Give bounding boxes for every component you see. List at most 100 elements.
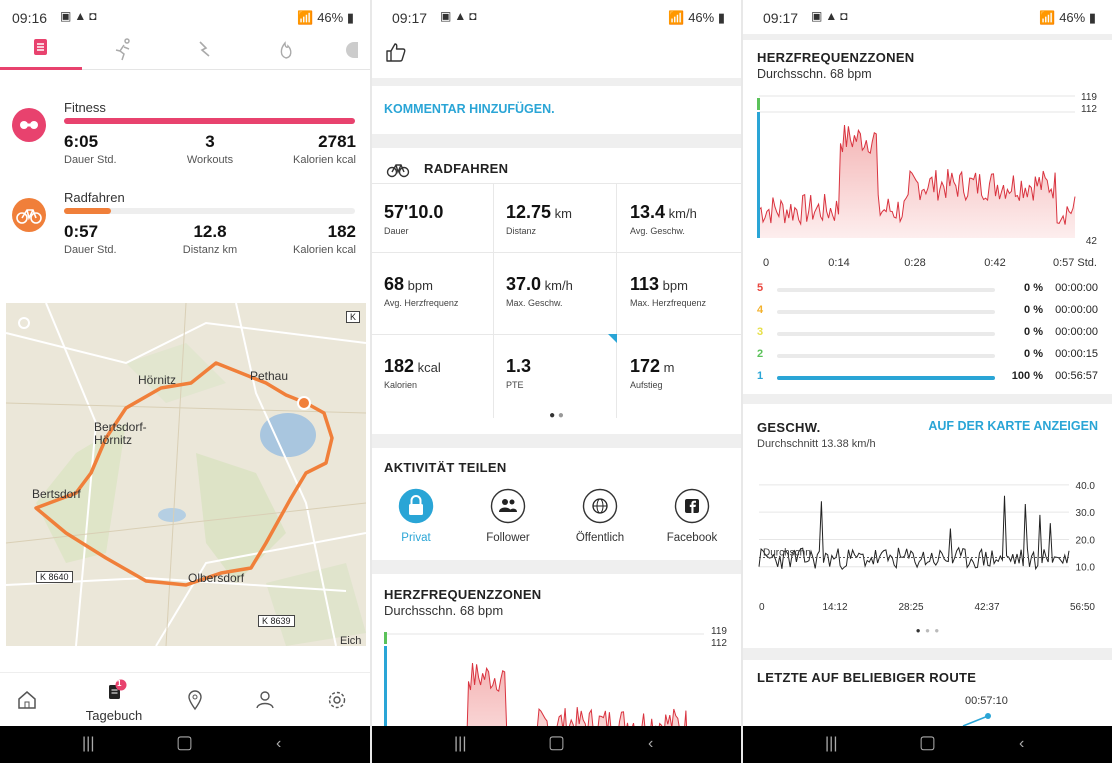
hr-axis-second: 112 (711, 638, 727, 649)
diary-icon (0, 39, 82, 70)
map-road-k8639: K 8639 (258, 615, 295, 627)
home-button[interactable]: ▢ (548, 732, 566, 752)
zone-percent: 0 % (1024, 326, 1043, 338)
fitness-summary[interactable]: Fitness 6:05 Dauer Std. 3 Workouts 2781 … (0, 96, 370, 176)
speed-y-tick: 40.0 (1076, 481, 1096, 492)
map-canvas (6, 303, 366, 646)
speed-x-tick: 0 (759, 602, 765, 613)
back-button[interactable]: ‹ (648, 735, 654, 752)
share-option-ffentlich[interactable]: Öffentlich (564, 488, 636, 544)
zone-indicator-bar (757, 112, 760, 238)
tab-calories[interactable] (246, 34, 328, 70)
metric-label: Max. Herzfrequenz (630, 298, 707, 308)
show-on-map-link[interactable]: AUF DER KARTE ANZEIGEN (928, 419, 1098, 433)
zone-time: 00:00:00 (1055, 326, 1098, 338)
metric-cell: 182 kcal Kalorien (384, 356, 441, 390)
zone-time: 00:56:57 (1055, 370, 1098, 382)
map-label-hornitz: Hörnitz (138, 373, 177, 387)
zone-percent: 0 % (1024, 282, 1043, 294)
zone-percent: 0 % (1024, 348, 1043, 360)
fitness-duration-label: Dauer Std. (64, 154, 117, 166)
metric-value: 13.4 km/h (630, 202, 697, 223)
diary-icon (109, 679, 127, 699)
status-bar: 09:17 ▣▲◘ 📶 46% ▮ (743, 0, 1112, 34)
recent-apps-button[interactable]: ||| (825, 735, 838, 752)
share-option-follower[interactable]: Follower (472, 488, 544, 544)
status-battery: 📶 46% ▮ (668, 10, 725, 25)
like-button[interactable] (384, 40, 408, 69)
nav-settings[interactable] (324, 687, 350, 718)
zone-bar-track (777, 310, 995, 314)
tab-diary[interactable] (0, 34, 82, 70)
metrics-grid: 57'10.0 Dauer 12.75 km Distanz 13.4 km/h Avg.… (372, 184, 741, 418)
separator (372, 78, 741, 86)
thumbs-up-icon (386, 43, 406, 62)
metric-value: 182 kcal (384, 356, 441, 377)
metric-cell: 37.0 km/h Max. Geschw. (506, 274, 573, 308)
zone-bar-track (777, 332, 995, 336)
nav-home[interactable] (14, 687, 40, 718)
metric-label: Avg. Geschw. (630, 226, 685, 236)
cycling-calories-value: 182 (327, 222, 356, 241)
home-button[interactable]: ▢ (176, 732, 194, 752)
share-option-facebook[interactable]: Facebook (656, 488, 728, 544)
fitness-workouts-label: Workouts (186, 154, 234, 166)
location-icon (188, 690, 202, 711)
metric-value: 68 bpm (384, 274, 458, 295)
share-option-privat[interactable]: Privat (380, 488, 452, 544)
tab-running[interactable] (82, 34, 164, 70)
home-button[interactable]: ▢ (919, 732, 937, 752)
hr-axis-max: 119 (711, 626, 727, 637)
fitness-calories-label: Kalorien kcal (293, 154, 356, 166)
metric-cell: 1.3 PTE (506, 356, 531, 390)
hr-x-tick: 0 (763, 257, 769, 269)
add-comment-link[interactable]: KOMMENTAR HINZUFÜGEN. (384, 102, 555, 116)
tab-activity[interactable] (164, 34, 246, 70)
metric-label: PTE (506, 380, 524, 390)
share-option-label: Facebook (666, 532, 718, 544)
zone-number: 5 (757, 282, 764, 294)
metric-cell: 68 bpm Avg. Herzfrequenz (384, 274, 458, 308)
metric-value: 1.3 (506, 356, 531, 377)
zone-bar-track (777, 354, 995, 358)
metric-number: 37.0 (506, 274, 542, 294)
system-navigation-bar: ||| ▢ ‹ (372, 726, 741, 763)
metric-unit: km/h (665, 206, 697, 221)
metric-value: 37.0 km/h (506, 274, 573, 295)
back-button[interactable]: ‹ (276, 735, 282, 752)
workout-charts-screen: 09:17 ▣▲◘ 📶 46% ▮ HERZFREQUENZZONEN Durc… (743, 0, 1112, 763)
map-label-bertsdorf-hornitz: Bertsdorf-Hörnitz (94, 420, 147, 447)
route-map[interactable]: Hörnitz Pethau Bertsdorf-Hörnitz Bertsdo… (6, 303, 366, 646)
route-end-marker (297, 396, 311, 410)
metric-unit: km/h (541, 278, 573, 293)
status-time: 09:16 (12, 10, 48, 26)
hr-chart-preview (384, 632, 704, 726)
zone-time: 00:00:00 (1055, 282, 1098, 294)
speed-title: GESCHW. (757, 420, 821, 435)
followers-icon (490, 488, 526, 524)
page-indicator: ● ● ● (915, 626, 940, 635)
divider (616, 184, 617, 418)
activity-icon (199, 41, 210, 57)
facebook-icon (674, 488, 710, 524)
map-road-k8640: K 8640 (36, 571, 73, 583)
recent-apps-button[interactable]: ||| (454, 735, 467, 752)
nav-places[interactable] (182, 687, 208, 718)
route-path (34, 361, 334, 587)
hr-zones-average: Durchsschn. 68 bpm (757, 67, 872, 81)
zone-percent: 0 % (1024, 304, 1043, 316)
cycling-distance-label: Distanz km (182, 244, 238, 256)
map-label-bertsdorf: Bertsdorf (32, 487, 81, 501)
recent-apps-button[interactable]: ||| (82, 735, 95, 752)
route-comparison-chart (962, 713, 991, 727)
hr-zones-average: Durchsschn. 68 bpm (384, 603, 504, 618)
fire-icon (280, 41, 292, 59)
back-button[interactable]: ‹ (1019, 735, 1025, 752)
diary-screen: 09:16 ▣▲◘ 📶 46% ▮ Fitness 6:05 Dauer Std… (0, 0, 370, 763)
nav-diary[interactable]: 1 Tagebuch (82, 679, 146, 723)
nav-profile[interactable] (252, 687, 278, 718)
cycling-duration-value: 0:57 (64, 222, 99, 241)
map-locate-icon[interactable] (18, 317, 30, 329)
hr-zone-list: 5 0 % 00:00:00 4 0 % 00:00:00 3 0 % 00:00:00 2 0 %… (743, 280, 1112, 390)
cycling-summary[interactable]: Radfahren 0:57 Dauer Std. 12.8 Distanz k… (0, 186, 370, 266)
